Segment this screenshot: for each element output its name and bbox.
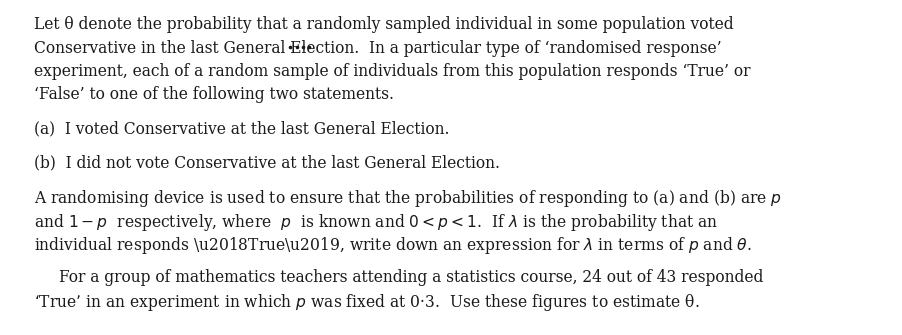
Text: individual responds \u2018True\u2019, write down an expression for $\lambda$ in : individual responds \u2018True\u2019, wr… (34, 235, 751, 256)
Text: Let θ denote the probability that a randomly sampled individual in some populati: Let θ denote the probability that a rand… (34, 16, 732, 34)
Text: experiment, each of a random sample of individuals from this population responds: experiment, each of a random sample of i… (34, 63, 750, 80)
Text: ‘True’ in an experiment in which $p$ was fixed at 0·3.  Use these figures to est: ‘True’ in an experiment in which $p$ was… (34, 292, 699, 313)
Text: Conservative in the last General Election.  In a particular type of ‘randomised : Conservative in the last General Electio… (34, 40, 721, 57)
Text: ‘False’ to one of the following two statements.: ‘False’ to one of the following two stat… (34, 86, 393, 104)
Text: (b)  I did not vote Conservative at the last General Election.: (b) I did not vote Conservative at the l… (34, 154, 500, 171)
Text: A randomising device is used to ensure that the probabilities of responding to (: A randomising device is used to ensure t… (34, 188, 781, 209)
Text: (a)  I voted Conservative at the last General Election.: (a) I voted Conservative at the last Gen… (34, 120, 449, 137)
Text: For a group of mathematics teachers attending a statistics course, 24 out of 43 : For a group of mathematics teachers atte… (59, 269, 762, 286)
Text: and $1-p$  respectively, where  $p$  is known and $0 < p < 1$.  If $\lambda$ is : and $1-p$ respectively, where $p$ is kno… (34, 211, 718, 232)
